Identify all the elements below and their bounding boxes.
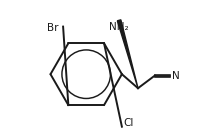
Text: Cl: Cl [123,118,134,128]
Text: NH₂: NH₂ [109,22,129,32]
Polygon shape [117,20,138,88]
Text: N: N [172,71,180,81]
Text: Br: Br [47,23,59,33]
